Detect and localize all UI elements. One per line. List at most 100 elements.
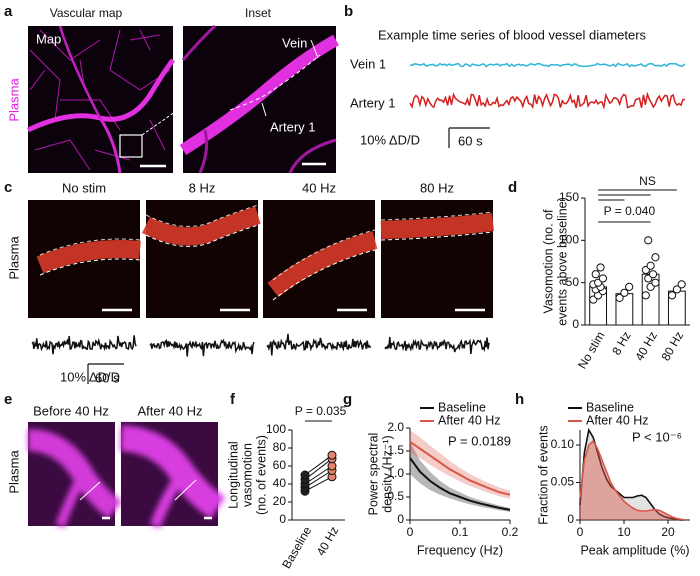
line <box>409 440 511 496</box>
panel-label: f <box>230 391 236 408</box>
y-axis-label: density (Hz⁻¹) <box>380 435 394 512</box>
image-title: 8 Hz <box>189 180 216 195</box>
image-title: No stim <box>62 180 106 195</box>
y-axis-label: Power spectral <box>366 433 380 516</box>
panel-label: h <box>515 391 524 408</box>
data-point <box>641 291 650 300</box>
scale-label: 60 s <box>458 133 483 148</box>
line <box>579 440 686 521</box>
x-tick-label: 40 Hz <box>632 329 660 363</box>
y-axis-label: Fraction of events <box>536 425 550 524</box>
vessel-outline <box>272 249 376 301</box>
y-tick-label: 100 <box>266 422 286 436</box>
error-band <box>410 430 510 499</box>
line <box>409 457 511 511</box>
y-tick-label: 1.0 <box>387 466 404 480</box>
data-point <box>625 282 634 291</box>
y-tick-label: 0.05 <box>551 475 575 489</box>
pair-line <box>304 476 333 492</box>
data-point <box>651 278 660 287</box>
channel-label: Plasma <box>6 450 21 494</box>
after-image <box>119 422 226 528</box>
panel-label: c <box>4 179 12 196</box>
area <box>580 441 686 520</box>
vessel <box>267 231 378 298</box>
pair-line <box>304 465 333 485</box>
data-point <box>672 285 681 294</box>
x-tick-label: 40 Hz <box>314 524 342 558</box>
panel-title: Example time series of blood vessel diam… <box>378 27 647 42</box>
data-point <box>648 270 658 279</box>
annotation: P < 10⁻⁶ <box>632 429 682 444</box>
vessel <box>380 213 495 239</box>
vessel-outline <box>380 211 494 221</box>
image-label: Vein <box>282 35 307 50</box>
data-point <box>598 274 608 283</box>
y-axis-label: (no. of events) <box>254 435 268 515</box>
x-tick-label: 0 <box>577 525 584 539</box>
data-point <box>646 261 655 270</box>
y-tick-label: 0 <box>397 512 404 526</box>
x-axis-label: Frequency (Hz) <box>417 543 503 557</box>
data-point <box>667 291 677 300</box>
line <box>579 427 686 521</box>
vessel-outline <box>39 258 141 276</box>
data-point <box>677 280 686 289</box>
before-image <box>27 422 122 528</box>
y-tick-label: 1.5 <box>387 443 404 457</box>
image-title: After 40 Hz <box>137 403 202 418</box>
image-title: 80 Hz <box>420 180 454 195</box>
x-tick-label: 8 Hz <box>609 329 633 357</box>
y-axis-label: vasomotion <box>240 443 254 507</box>
y-tick-label: 150 <box>559 190 579 204</box>
y-tick-label: 0.10 <box>551 437 575 451</box>
y-tick-label: 0 <box>572 317 579 331</box>
inset-image <box>179 24 339 174</box>
pair-line <box>304 458 333 480</box>
image-label: Artery 1 <box>270 119 316 134</box>
vessel-outline <box>380 231 494 241</box>
y-tick-label: 2.0 <box>387 420 404 434</box>
vessel-outline <box>39 238 141 256</box>
annotation: P = 0.035 <box>295 404 347 418</box>
x-tick-label: No stim <box>575 329 607 371</box>
y-tick-label: 80 <box>273 440 287 454</box>
legend-label: After 40 Hz <box>438 413 501 427</box>
x-tick-label: 0 <box>407 525 414 539</box>
panel-label: d <box>508 179 517 196</box>
x-tick-label: 10 <box>617 525 631 539</box>
annotation: P = 0.040 <box>604 204 656 218</box>
image-title: Inset <box>245 6 272 20</box>
trace <box>149 338 255 357</box>
y-tick-label: 0 <box>279 512 286 526</box>
channel-label: Plasma <box>6 78 21 122</box>
vascular-map-image <box>26 25 176 174</box>
y-tick-label: 60 <box>273 458 287 472</box>
vessel-outline <box>145 204 259 227</box>
area <box>580 430 686 520</box>
trace <box>31 335 137 355</box>
image-title: 40 Hz <box>302 180 336 195</box>
trace <box>384 336 490 354</box>
annotation: P = 0.0189 <box>448 433 511 448</box>
data-point <box>651 253 660 262</box>
x-tick-label: 0.1 <box>452 525 469 539</box>
y-tick-label: 20 <box>273 494 287 508</box>
data-point <box>591 270 600 279</box>
pair-line <box>304 454 333 476</box>
trace-label: Artery 1 <box>350 95 396 110</box>
panel-label: a <box>4 3 13 20</box>
x-tick-label: 0.2 <box>502 525 519 539</box>
data-point <box>596 263 605 272</box>
panel-label: g <box>343 391 352 408</box>
y-axis-label: Longitudinal <box>226 441 240 508</box>
legend-label: Baseline <box>586 400 634 414</box>
image-label: Map <box>36 31 61 46</box>
panel-label: e <box>4 391 12 408</box>
pair-line <box>304 470 333 489</box>
data-point <box>300 470 310 480</box>
vessel <box>36 240 141 274</box>
panel-label: b <box>344 3 353 20</box>
annotation: NS <box>639 174 656 188</box>
data-point <box>327 450 337 460</box>
